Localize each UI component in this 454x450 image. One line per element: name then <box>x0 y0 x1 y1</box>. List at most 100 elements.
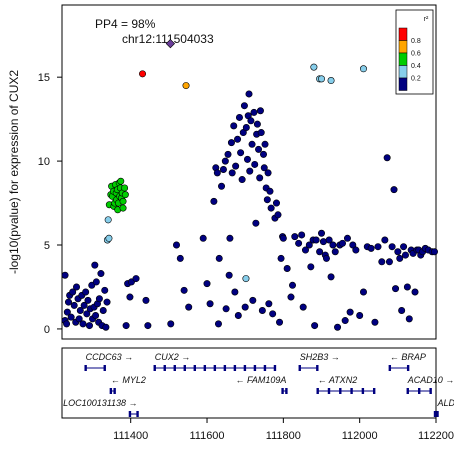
gene-exon <box>298 365 301 371</box>
data-point <box>242 124 250 132</box>
data-point <box>338 239 346 247</box>
data-point <box>70 301 78 309</box>
data-point <box>401 251 409 259</box>
gene-label: ← ATXN2 <box>318 375 358 385</box>
data-point <box>403 283 411 291</box>
gene-exon <box>316 388 319 394</box>
gene-exon <box>128 411 132 417</box>
data-point <box>247 117 255 125</box>
data-point <box>253 120 261 128</box>
data-point <box>329 241 337 249</box>
data-point <box>104 216 112 224</box>
data-point <box>119 197 127 205</box>
gene-exon <box>84 365 87 371</box>
data-point <box>117 177 125 185</box>
data-point <box>234 312 242 320</box>
data-point <box>405 315 413 323</box>
x-tick-label: 112000 <box>342 430 378 442</box>
data-point <box>411 288 419 296</box>
data-point <box>359 288 367 296</box>
gene-exon <box>406 388 409 394</box>
data-point <box>101 286 109 294</box>
data-point <box>371 318 379 326</box>
data-point <box>80 301 88 309</box>
legend-swatch <box>398 65 408 79</box>
gene-exon <box>350 388 353 394</box>
x-axis: 111400 111600 111800 112000 112200 <box>113 418 454 442</box>
data-point <box>215 254 223 262</box>
data-point <box>279 234 287 242</box>
data-point <box>318 75 326 83</box>
data-point <box>239 129 247 137</box>
data-point <box>255 145 263 153</box>
data-point <box>234 135 242 143</box>
data-point <box>225 271 233 279</box>
gene-exon <box>153 365 156 371</box>
data-point <box>383 154 391 162</box>
x-tick-label: 111600 <box>189 430 224 442</box>
data-point <box>312 236 320 244</box>
data-point <box>103 298 111 306</box>
data-point <box>92 278 100 286</box>
legend-swatch <box>398 40 408 54</box>
gene-exon <box>163 365 166 371</box>
data-point <box>310 63 318 71</box>
data-point <box>231 288 239 296</box>
data-point <box>305 241 313 249</box>
legend-swatch <box>398 52 408 66</box>
data-point <box>242 275 250 283</box>
data-point <box>238 176 246 184</box>
data-point <box>180 286 188 294</box>
data-point <box>85 322 93 330</box>
data-point <box>343 234 351 242</box>
data-point <box>251 160 259 168</box>
legend-label: 0.6 <box>411 51 421 58</box>
data-point <box>246 167 254 175</box>
legend-title: r² <box>424 16 429 23</box>
legend-label: 0.8 <box>411 38 421 45</box>
data-point <box>240 102 248 110</box>
gene-exon <box>273 365 277 371</box>
data-point <box>252 219 260 227</box>
data-point <box>232 162 240 170</box>
data-point <box>265 300 273 308</box>
data-point <box>172 241 180 249</box>
data-point <box>69 288 77 296</box>
data-point <box>243 155 251 163</box>
y-tick-label: 5 <box>44 240 50 252</box>
gene-exon <box>418 388 421 394</box>
gene-exon <box>253 365 257 371</box>
data-point <box>352 246 360 254</box>
data-point <box>119 204 127 212</box>
data-point <box>63 320 71 328</box>
gene-label: SH2B3 → <box>300 352 340 362</box>
data-point <box>261 140 269 148</box>
lead-snp-point <box>165 38 176 49</box>
pp4-annotation: PP4 = 98% <box>95 17 156 31</box>
x-tick-label: 111400 <box>113 430 148 442</box>
data-point <box>84 296 92 304</box>
data-point <box>331 248 339 256</box>
data-point <box>185 303 193 311</box>
data-point <box>272 199 280 207</box>
data-point <box>73 283 81 291</box>
gene-label: ACAD10 → <box>407 375 454 385</box>
gene-exon <box>136 411 139 417</box>
gene-track: CCDC63 → CUX2 → SH2B3 → ← BRAP ← MYL2 ← FAM10… <box>63 352 454 417</box>
x-tick-label: 111800 <box>266 430 301 442</box>
data-point <box>121 191 129 199</box>
data-point <box>227 139 235 147</box>
gene-label: CUX2 → <box>155 352 191 362</box>
data-point <box>222 305 230 313</box>
data-point <box>63 308 71 316</box>
data-point <box>97 270 105 278</box>
data-point <box>235 113 243 121</box>
gene-exon <box>406 365 410 371</box>
data-point <box>287 293 295 301</box>
gene-label: ALDH2 → <box>437 398 454 408</box>
gene-exon <box>103 365 106 371</box>
gene-exon <box>243 365 247 371</box>
gene-exon <box>183 365 186 371</box>
gene-label: LOC100131138 → <box>63 398 137 408</box>
data-point <box>283 265 291 273</box>
